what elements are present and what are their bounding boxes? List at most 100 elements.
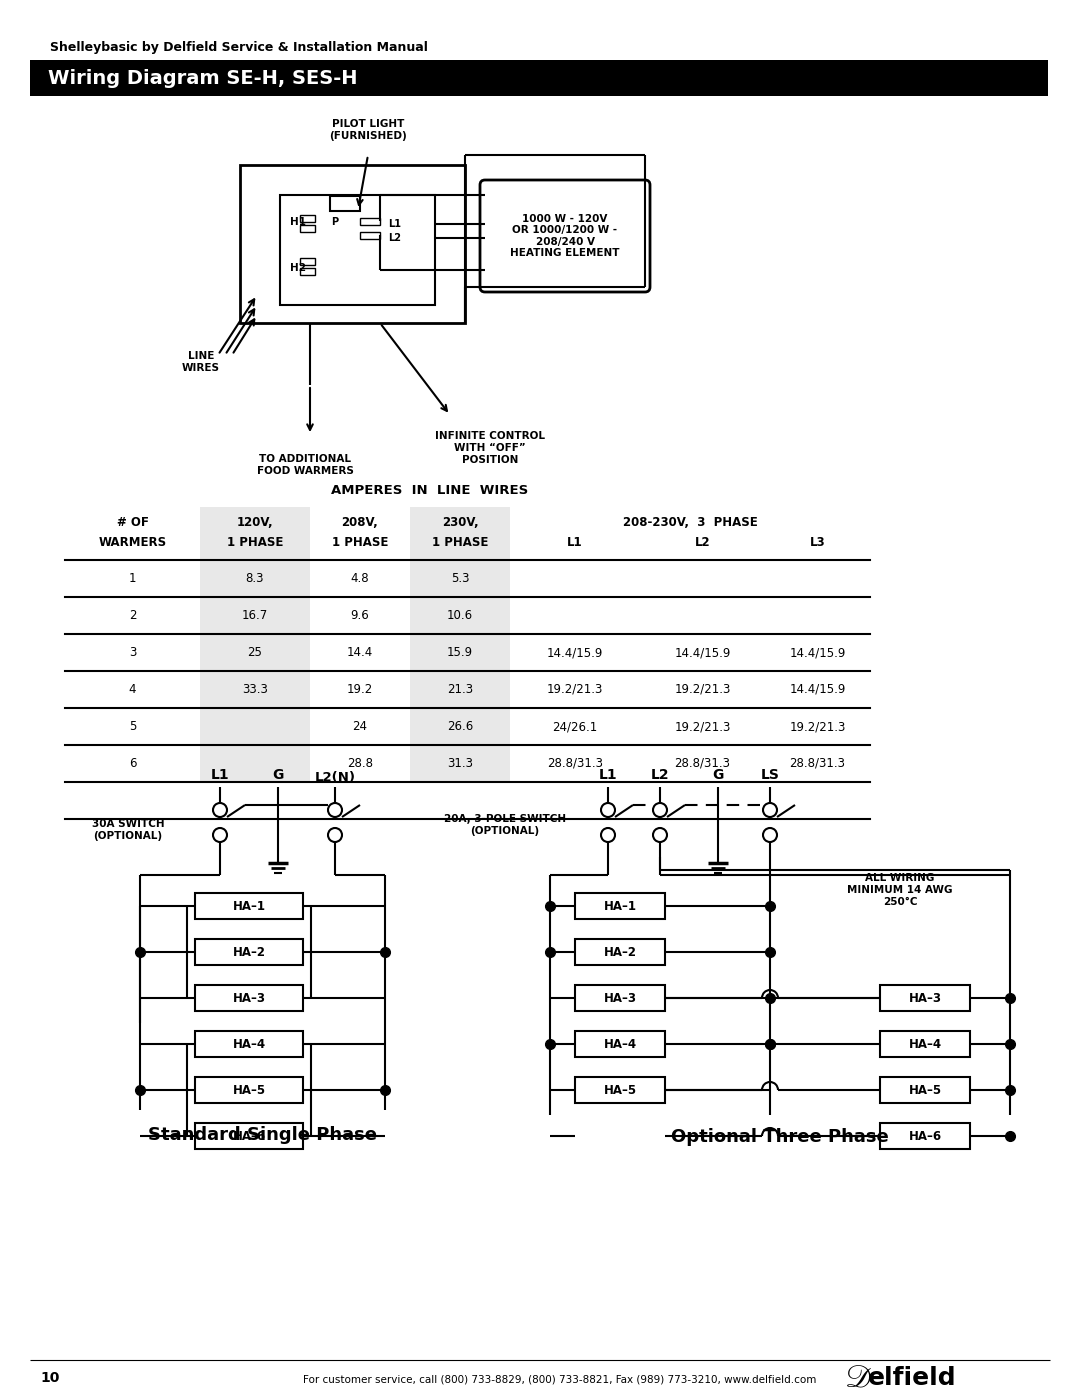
Text: 25: 25 [247, 645, 262, 659]
Text: 208V,: 208V, [341, 517, 378, 529]
Text: 5.3: 5.3 [450, 571, 469, 585]
Circle shape [213, 803, 227, 817]
Text: 14.4/15.9: 14.4/15.9 [789, 683, 846, 696]
Text: AMPERES  IN  LINE  WIRES: AMPERES IN LINE WIRES [332, 483, 528, 496]
Text: HA–6: HA–6 [908, 1130, 942, 1143]
Text: Standard Single Phase: Standard Single Phase [148, 1126, 377, 1144]
Bar [360, 218, 380, 225]
Text: 15.9: 15.9 [447, 645, 473, 659]
Circle shape [213, 828, 227, 842]
Text: HA–2: HA–2 [232, 946, 266, 958]
Text: Shelleybasic by Delfield Service & Installation Manual: Shelleybasic by Delfield Service & Insta… [50, 42, 428, 54]
Text: HA–4: HA–4 [232, 1038, 266, 1051]
Text: G: G [272, 768, 284, 782]
Text: 24: 24 [352, 719, 367, 733]
Text: HA–5: HA–5 [232, 1084, 266, 1097]
Text: # OF: # OF [117, 517, 148, 529]
Bar [200, 507, 310, 782]
Bar [240, 165, 465, 323]
Bar [880, 985, 970, 1011]
Bar [360, 232, 380, 239]
Text: 19.2/21.3: 19.2/21.3 [789, 719, 846, 733]
Text: 14.4/15.9: 14.4/15.9 [789, 645, 846, 659]
Text: Optional Three Phase: Optional Three Phase [671, 1127, 889, 1146]
Text: L1: L1 [567, 535, 583, 549]
Text: HA–1: HA–1 [232, 900, 266, 912]
Circle shape [328, 828, 342, 842]
Text: 8.3: 8.3 [246, 571, 265, 585]
Text: 31.3: 31.3 [447, 757, 473, 770]
Text: 14.4/15.9: 14.4/15.9 [674, 645, 731, 659]
Text: 14.4/15.9: 14.4/15.9 [546, 645, 604, 659]
Text: 6: 6 [129, 757, 136, 770]
Bar [575, 1031, 665, 1058]
Circle shape [653, 803, 667, 817]
Text: L2: L2 [389, 233, 402, 243]
Text: 19.2/21.3: 19.2/21.3 [674, 683, 731, 696]
Text: L2: L2 [650, 768, 670, 782]
Text: 1 PHASE: 1 PHASE [227, 535, 283, 549]
Bar [575, 939, 665, 965]
Bar [30, 60, 1048, 96]
Text: $\mathscr{D}$: $\mathscr{D}$ [845, 1362, 872, 1393]
Text: 4.8: 4.8 [351, 571, 369, 585]
Bar [575, 985, 665, 1011]
Bar [575, 893, 665, 919]
Bar [410, 507, 510, 782]
Bar [195, 1077, 303, 1104]
Text: WARMERS: WARMERS [98, 535, 166, 549]
Text: 24/26.1: 24/26.1 [552, 719, 597, 733]
Text: 19.2/21.3: 19.2/21.3 [674, 719, 731, 733]
Bar [880, 1077, 970, 1104]
Text: elfield: elfield [868, 1366, 957, 1390]
Bar [575, 1077, 665, 1104]
Text: 20A, 3-POLE SWITCH
(OPTIONAL): 20A, 3-POLE SWITCH (OPTIONAL) [444, 814, 566, 835]
Text: 30A SWITCH
(OPTIONAL): 30A SWITCH (OPTIONAL) [92, 819, 164, 841]
Text: L1: L1 [389, 219, 402, 229]
Text: HA–3: HA–3 [908, 992, 942, 1004]
Circle shape [600, 828, 615, 842]
Text: 230V,: 230V, [442, 517, 478, 529]
Bar [195, 939, 303, 965]
Text: H2: H2 [291, 263, 306, 272]
Circle shape [762, 803, 777, 817]
FancyBboxPatch shape [480, 180, 650, 292]
Bar [195, 1031, 303, 1058]
Text: HA–4: HA–4 [604, 1038, 636, 1051]
Text: 3: 3 [129, 645, 136, 659]
Circle shape [600, 803, 615, 817]
Circle shape [653, 828, 667, 842]
Text: 10.6: 10.6 [447, 609, 473, 622]
Bar [300, 258, 315, 265]
Text: HA–3: HA–3 [232, 992, 266, 1004]
Text: L2: L2 [694, 535, 711, 549]
Text: 21.3: 21.3 [447, 683, 473, 696]
Circle shape [328, 803, 342, 817]
Text: HA–6: HA–6 [232, 1130, 266, 1143]
Bar [195, 893, 303, 919]
Text: L1: L1 [211, 768, 229, 782]
Bar [880, 1123, 970, 1148]
Text: 1 PHASE: 1 PHASE [332, 535, 388, 549]
Text: L2(N): L2(N) [314, 771, 355, 784]
Text: Wiring Diagram SE-H, SES-H: Wiring Diagram SE-H, SES-H [48, 68, 357, 88]
Text: 28.8/31.3: 28.8/31.3 [675, 757, 730, 770]
Text: 19.2: 19.2 [347, 683, 373, 696]
Text: TO ADDITIONAL
FOOD WARMERS: TO ADDITIONAL FOOD WARMERS [257, 454, 353, 476]
Text: 2: 2 [129, 609, 136, 622]
Bar [195, 985, 303, 1011]
Text: 28.8/31.3: 28.8/31.3 [789, 757, 846, 770]
Text: 9.6: 9.6 [351, 609, 369, 622]
Text: 26.6: 26.6 [447, 719, 473, 733]
Text: 14.4: 14.4 [347, 645, 373, 659]
Text: 28.8/31.3: 28.8/31.3 [546, 757, 603, 770]
Text: G: G [713, 768, 724, 782]
Text: HA–5: HA–5 [908, 1084, 942, 1097]
Text: LS: LS [760, 768, 780, 782]
Text: PILOT LIGHT
(FURNISHED): PILOT LIGHT (FURNISHED) [329, 119, 407, 141]
Text: HA–2: HA–2 [604, 946, 636, 958]
Text: ALL WIRING
MINIMUM 14 AWG
250°C: ALL WIRING MINIMUM 14 AWG 250°C [847, 873, 953, 907]
Text: 120V,: 120V, [237, 517, 273, 529]
Text: For customer service, call (800) 733-8829, (800) 733-8821, Fax (989) 773-3210, w: For customer service, call (800) 733-882… [303, 1375, 816, 1384]
Text: 5: 5 [129, 719, 136, 733]
